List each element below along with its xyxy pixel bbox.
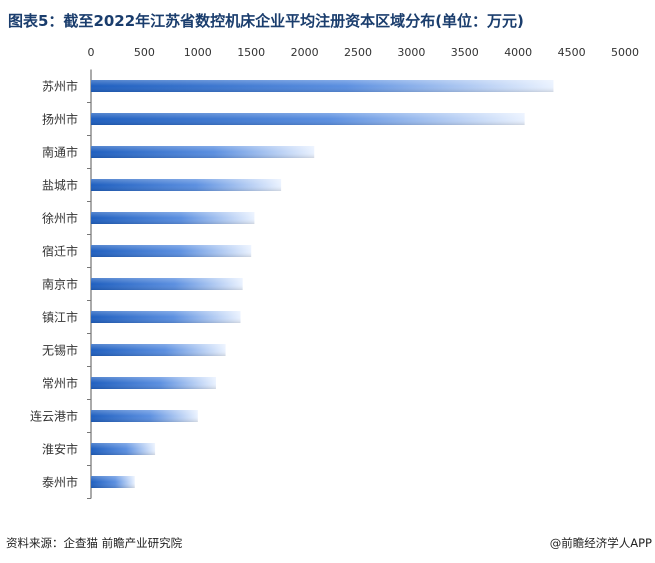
y-tick-label: 宿迁市 <box>42 244 78 259</box>
bars-group <box>91 80 554 488</box>
brand-tag: @前瞻经济学人APP <box>549 536 652 550</box>
y-tick-label: 苏州市 <box>42 79 78 94</box>
bar-shade <box>91 113 525 125</box>
x-tick-label: 5000 <box>611 46 639 59</box>
x-tick-label: 3000 <box>397 46 425 59</box>
x-tick-label: 500 <box>134 46 155 59</box>
bar-shade <box>91 146 315 158</box>
y-tick-label: 南通市 <box>42 145 78 160</box>
x-tick-label: 1000 <box>184 46 212 59</box>
footer: 资料来源：企查猫 前瞻产业研究院 @前瞻经济学人APP <box>6 535 652 551</box>
x-tick-label: 4500 <box>558 46 586 59</box>
bar-shade <box>91 344 226 356</box>
x-tick-label: 2000 <box>291 46 319 59</box>
y-tick-label: 泰州市 <box>42 475 78 490</box>
y-tick-label: 盐城市 <box>42 178 78 193</box>
y-tick-label: 徐州市 <box>42 211 78 226</box>
x-tick-label: 4000 <box>504 46 532 59</box>
x-tick-label: 1500 <box>237 46 265 59</box>
y-tick-label: 镇江市 <box>42 310 78 325</box>
bar-shade <box>91 476 135 488</box>
y-tick-label: 扬州市 <box>42 112 78 127</box>
bar-shade <box>91 377 216 389</box>
y-tick-label: 无锡市 <box>42 343 78 358</box>
x-axis: 0 500 1000 1500 2000 2500 3000 3500 4000 4500 5000 <box>88 46 640 59</box>
bar-shade <box>91 245 252 257</box>
bar-shade <box>91 443 156 455</box>
source-note: 资料来源：企查猫 前瞻产业研究院 <box>6 536 183 550</box>
x-tick-label: 2500 <box>344 46 372 59</box>
y-tick-label: 连云港市 <box>30 409 78 424</box>
bar-shade <box>91 278 243 290</box>
bar-shade <box>91 311 241 323</box>
x-tick-label: 0 <box>88 46 95 59</box>
bar-shade <box>91 212 255 224</box>
bar-shade <box>91 410 198 422</box>
x-tick-label: 3500 <box>451 46 479 59</box>
y-tick-label: 南京市 <box>42 277 78 292</box>
bar-shade <box>91 179 282 191</box>
y-tick-label: 淮安市 <box>42 442 78 457</box>
bar-chart: 0 500 1000 1500 2000 2500 3000 3500 4000 4500 5000… <box>30 46 640 499</box>
y-tick-label: 常州市 <box>42 376 78 391</box>
bar-shade <box>91 80 554 92</box>
chart-title: 图表5：截至2022年江苏省数控机床企业平均注册资本区域分布(单位：万元) <box>8 12 524 30</box>
